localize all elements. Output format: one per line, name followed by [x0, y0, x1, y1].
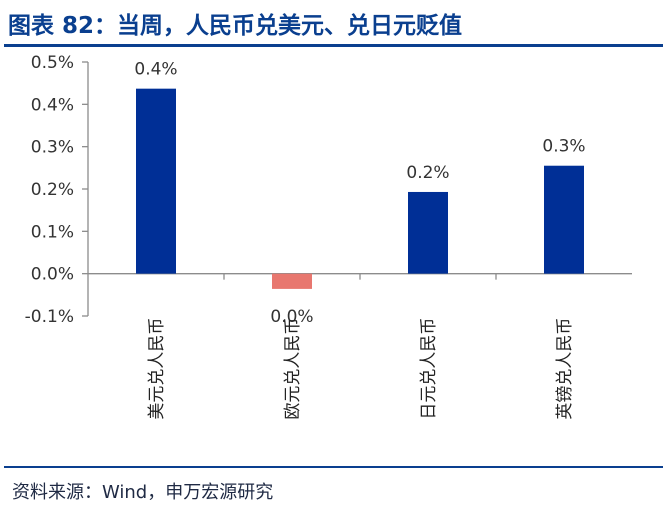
data-label: 0.0%: [270, 307, 313, 327]
bar: [544, 165, 584, 274]
data-label: 0.3%: [542, 137, 585, 157]
category-label: 英镑兑人民币: [555, 318, 575, 420]
category-label: 美元兑人民币: [147, 318, 167, 420]
source-note: 资料来源：Wind，申万宏源研究: [12, 482, 274, 503]
bar: [272, 273, 312, 289]
chart-title: 图表 82：当周，人民币兑美元、兑日元贬值: [8, 13, 463, 39]
y-axis-ticks: -0.1% 0.0% 0.1% 0.2% 0.3% 0.4% 0.5%: [25, 53, 88, 327]
y-tick-label: 0.3%: [31, 138, 74, 158]
y-tick-label: -0.1%: [25, 307, 74, 327]
y-tick-label: 0.0%: [31, 265, 74, 285]
title-divider: [4, 44, 663, 47]
data-labels: 0.4% 0.0% 0.2% 0.3%: [134, 60, 585, 327]
y-tick-label: 0.2%: [31, 180, 74, 200]
chart-bars: [136, 88, 584, 289]
bar: [136, 88, 176, 274]
category-label: 日元兑人民币: [419, 318, 439, 420]
category-labels: 美元兑人民币 欧元兑人民币 日元兑人民币 英镑兑人民币: [147, 318, 575, 420]
y-tick-label: 0.1%: [31, 222, 74, 242]
category-label: 欧元兑人民币: [283, 318, 303, 420]
footer-divider: [4, 466, 663, 468]
data-label: 0.4%: [134, 60, 177, 80]
y-tick-label: 0.4%: [31, 95, 74, 115]
y-tick-label: 0.5%: [31, 53, 74, 73]
bar: [408, 191, 448, 274]
data-label: 0.2%: [406, 163, 449, 183]
